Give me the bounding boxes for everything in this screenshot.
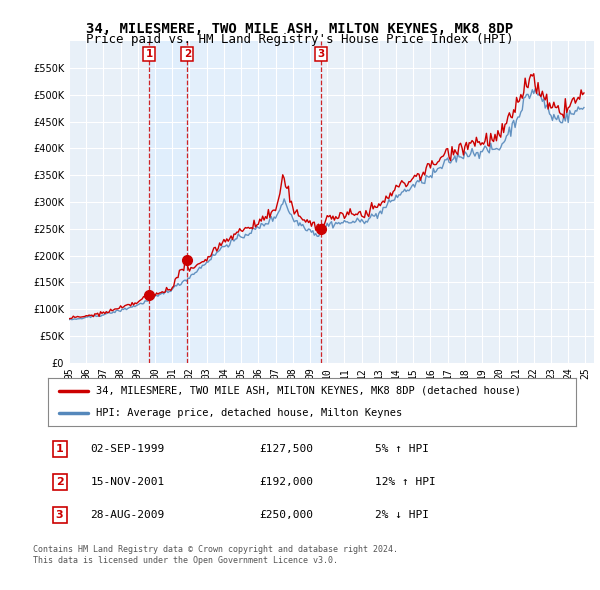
Text: £127,500: £127,500 (259, 444, 313, 454)
Text: 34, MILESMERE, TWO MILE ASH, MILTON KEYNES, MK8 8DP: 34, MILESMERE, TWO MILE ASH, MILTON KEYN… (86, 22, 514, 37)
Text: 5% ↑ HPI: 5% ↑ HPI (376, 444, 430, 454)
Text: This data is licensed under the Open Government Licence v3.0.: This data is licensed under the Open Gov… (33, 556, 338, 565)
Text: 34, MILESMERE, TWO MILE ASH, MILTON KEYNES, MK8 8DP (detached house): 34, MILESMERE, TWO MILE ASH, MILTON KEYN… (95, 386, 521, 396)
Text: HPI: Average price, detached house, Milton Keynes: HPI: Average price, detached house, Milt… (95, 408, 402, 418)
Text: 1: 1 (56, 444, 64, 454)
Text: Contains HM Land Registry data © Crown copyright and database right 2024.: Contains HM Land Registry data © Crown c… (33, 545, 398, 553)
Bar (149, 41, 187, 363)
Text: 3: 3 (56, 510, 64, 520)
Text: 28-AUG-2009: 28-AUG-2009 (90, 510, 164, 520)
Text: 12% ↑ HPI: 12% ↑ HPI (376, 477, 436, 487)
Text: £250,000: £250,000 (259, 510, 313, 520)
Bar (187, 41, 321, 363)
Text: 15-NOV-2001: 15-NOV-2001 (90, 477, 164, 487)
Text: 1: 1 (146, 49, 153, 59)
Text: 2% ↓ HPI: 2% ↓ HPI (376, 510, 430, 520)
Text: 3: 3 (317, 49, 325, 59)
Text: 2: 2 (56, 477, 64, 487)
Text: £192,000: £192,000 (259, 477, 313, 487)
Text: Price paid vs. HM Land Registry's House Price Index (HPI): Price paid vs. HM Land Registry's House … (86, 33, 514, 46)
Text: 2: 2 (184, 49, 191, 59)
Text: 02-SEP-1999: 02-SEP-1999 (90, 444, 164, 454)
